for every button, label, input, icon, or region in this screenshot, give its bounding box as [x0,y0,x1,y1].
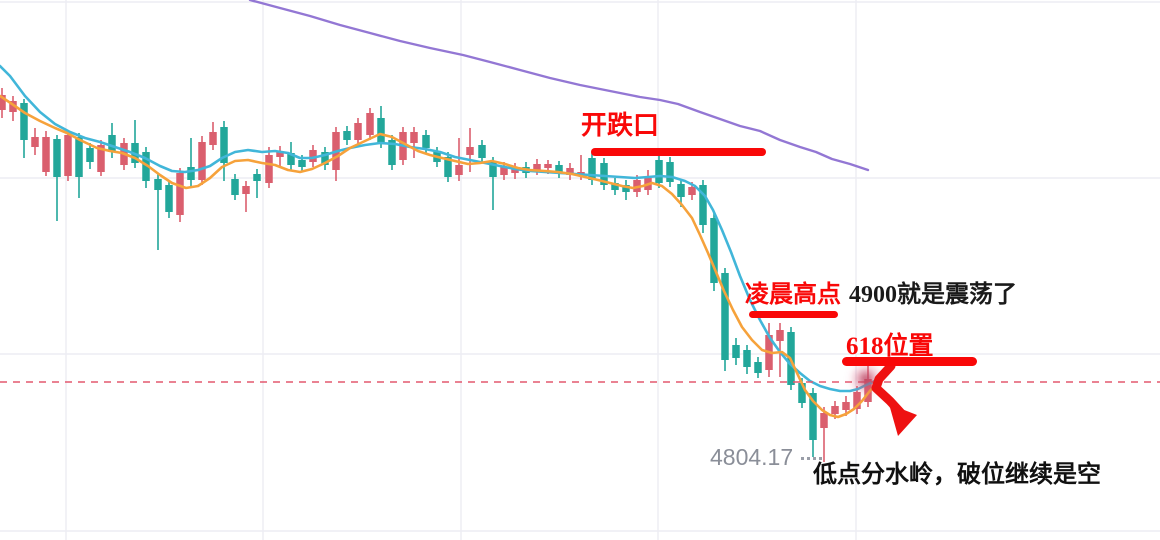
price-level-dots [801,457,822,460]
ma-purple-line [248,0,870,172]
fib-618-highlight-bar [842,357,977,366]
ma-orange-line [0,94,878,419]
gap-annotation-label: 开跌口 [581,111,660,140]
ma-cyan-line [0,64,877,393]
dawn-high-annotation-label: 凌晨高点 [745,282,841,308]
down-arrow [871,361,917,436]
price-label: 4804.17 [710,444,794,470]
low-watershed-note: 低点分水岭，破位继续是空 [813,462,1101,488]
oscillation-note: 4900就是震荡了 [849,282,1017,308]
candles [0,88,872,462]
fib-618-annotation-label: 618位置 [846,333,934,360]
gap-highlight-bar [591,148,766,156]
dawn-high-highlight-bar [749,311,838,318]
